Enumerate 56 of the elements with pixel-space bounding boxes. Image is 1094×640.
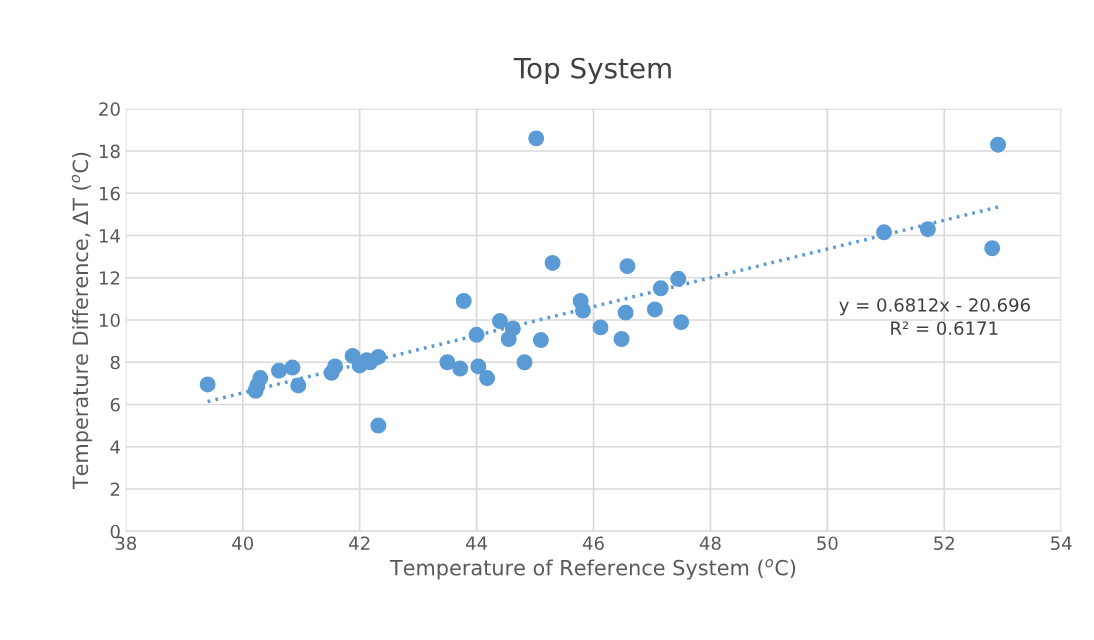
y-tick-label: 16: [99, 186, 120, 201]
chart-title: Top System: [513, 57, 671, 85]
point: [284, 359, 301, 376]
point: [673, 314, 690, 331]
point: [479, 370, 496, 387]
point: [504, 320, 521, 337]
x-tick-label: 46: [582, 536, 604, 551]
point: [452, 360, 469, 377]
point: [532, 332, 549, 349]
point: [990, 136, 1007, 153]
y-tick-label: 20: [99, 102, 120, 116]
point: [439, 354, 456, 371]
point: [619, 258, 636, 275]
point: [370, 348, 387, 365]
y-tick-label: 6: [110, 397, 120, 412]
point: [613, 331, 630, 347]
y-axis-title: Temperature Difference, ΔT ($^{o}$C): [71, 152, 93, 490]
x-tick-label: 48: [699, 536, 721, 551]
point: [574, 302, 591, 319]
point: [646, 301, 663, 318]
y-tick-label: 2: [110, 482, 120, 496]
point: [876, 224, 893, 241]
point: [270, 362, 287, 379]
point: [516, 354, 533, 371]
y-tick-label: 8: [110, 355, 120, 370]
point: [252, 370, 269, 387]
point: [984, 240, 1001, 257]
point: [327, 358, 344, 375]
y-tick-label: 12: [99, 271, 120, 285]
point: [468, 326, 485, 343]
x-axis-title: Temperature of Reference System ($^{o}$C): [389, 559, 796, 580]
point: [617, 304, 634, 321]
y-tick-label: 18: [99, 144, 120, 159]
y-tick-label: 10: [99, 313, 120, 328]
x-tick-label: 44: [465, 536, 488, 550]
x-tick-label: 40: [232, 536, 254, 551]
point: [592, 319, 609, 336]
annotation: y = 0.6812x - 20.696: [839, 298, 1030, 316]
point: [652, 280, 669, 297]
x-tick-label: 42: [349, 536, 370, 550]
point: [544, 254, 561, 271]
point: [290, 377, 307, 394]
point: [919, 221, 936, 238]
point: [199, 376, 216, 393]
point: [455, 293, 472, 309]
y-tick-label: 4: [110, 440, 120, 454]
annotation: R² = 0.6171: [891, 321, 998, 336]
y-tick-label: 14: [99, 229, 120, 243]
point: [528, 130, 545, 147]
x-tick-label: 50: [817, 536, 838, 551]
point: [670, 270, 687, 287]
point: [470, 358, 487, 375]
x-tick-label: 52: [934, 536, 954, 551]
point: [491, 313, 508, 330]
point: [370, 417, 387, 434]
x-tick-label: 54: [1051, 536, 1072, 551]
